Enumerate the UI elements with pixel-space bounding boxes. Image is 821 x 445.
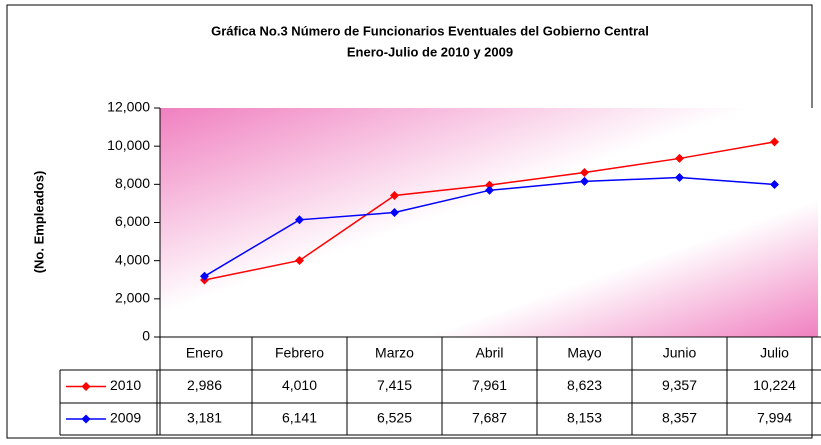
y-tick-label: 0 [142,328,150,344]
table-value: 10,224 [753,377,796,393]
point-marker [200,271,209,281]
point-marker [770,179,779,189]
point-marker [295,255,304,265]
legend-marker [81,414,91,424]
table-value: 7,415 [377,377,412,393]
point-marker [675,153,684,163]
table-value: 6,525 [377,410,412,426]
y-tick-label: 6,000 [115,213,150,229]
point-marker [485,180,494,190]
plot-area [160,108,818,337]
point-marker [675,173,684,183]
legend-label: 2010 [110,377,141,393]
chart-title: Gráfica No.3 Número de Funcionarios Even… [211,23,649,38]
point-marker [770,137,779,147]
point-marker [390,190,399,200]
table-value: 8,623 [567,377,602,393]
y-tick-label: 2,000 [115,290,150,306]
y-tick-label: 12,000 [107,99,150,115]
legend-label: 2009 [110,410,141,426]
point-marker [485,185,494,195]
y-tick-label: 8,000 [115,175,150,191]
point-marker [390,207,399,217]
x-tick-label: Junio [663,345,697,361]
x-tick-label: Marzo [375,345,414,361]
table-value: 4,010 [282,377,317,393]
x-tick-label: Julio [760,345,789,361]
table-value: 9,357 [662,377,697,393]
y-axis-label: (No. Empleados) [31,171,46,274]
chart-subtitle: Enero-Julio de 2010 y 2009 [347,44,513,59]
x-tick-label: Febrero [275,345,324,361]
table-value: 2,986 [187,377,222,393]
y-tick-label: 4,000 [115,251,150,267]
x-tick-label: Enero [186,345,224,361]
table-value: 6,141 [282,410,317,426]
table-value: 7,961 [472,377,507,393]
table-value: 8,153 [567,410,602,426]
y-tick-label: 10,000 [107,137,150,153]
table-value: 3,181 [187,410,222,426]
table-value: 7,687 [472,410,507,426]
point-marker [580,167,589,177]
point-marker [580,176,589,186]
table-value: 7,994 [757,410,792,426]
table-value: 8,357 [662,410,697,426]
x-tick-label: Abril [475,345,503,361]
point-marker [295,215,304,225]
x-tick-label: Mayo [567,345,601,361]
legend-marker [81,382,91,391]
